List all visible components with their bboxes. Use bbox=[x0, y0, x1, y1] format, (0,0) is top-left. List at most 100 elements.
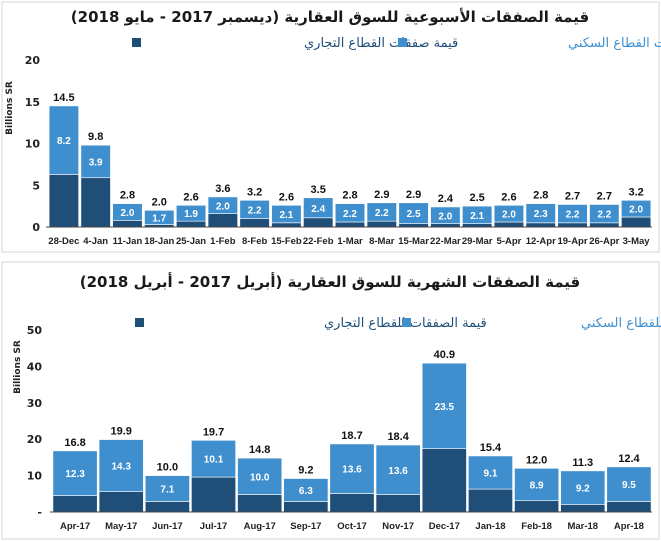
monthly-total-label: 15.4 bbox=[480, 442, 502, 454]
monthly-residential-value-label: 7.1 bbox=[160, 485, 174, 496]
monthly-bar-commercial bbox=[421, 448, 467, 513]
weekly-x-tick-label: 1-Mar bbox=[337, 236, 363, 247]
monthly-legend-residential-swatch bbox=[402, 318, 411, 327]
weekly-legend-residential-label: قيمة صفقات القطاع السكني bbox=[568, 36, 661, 51]
monthly-y-axis-label: Billions SR bbox=[13, 340, 23, 394]
monthly-x-tick-label: Apr-17 bbox=[60, 521, 90, 532]
monthly-y-ticks: - 10 20 30 40 50 bbox=[27, 324, 43, 519]
weekly-bars: 8.2 14.5 28-Dec 3.9 9.8 4-Jan 2.0 2.8 11-Jan 1.7 2… bbox=[48, 92, 652, 247]
weekly-x-tick-label: 15-Feb bbox=[271, 236, 302, 247]
monthly-bar-commercial bbox=[468, 488, 513, 513]
weekly-bar-commercial bbox=[366, 220, 397, 228]
weekly-bar-residential bbox=[144, 210, 175, 225]
monthly-x-tick-label: Jan-18 bbox=[475, 521, 505, 532]
monthly-total-label: 18.4 bbox=[387, 431, 409, 443]
weekly-bar-commercial bbox=[525, 222, 556, 228]
weekly-residential-value-label: 3.9 bbox=[89, 157, 103, 168]
weekly-bar-commercial bbox=[589, 222, 620, 228]
weekly-x-tick-label: 8-Mar bbox=[369, 236, 395, 247]
weekly-bar-residential bbox=[48, 105, 79, 175]
weekly-residential-value-label: 8.2 bbox=[57, 136, 71, 147]
weekly-residential-value-label: 2.2 bbox=[343, 209, 357, 220]
weekly-x-tick-label: 28-Dec bbox=[48, 236, 79, 247]
monthly-bar-residential bbox=[560, 470, 606, 505]
monthly-residential-value-label: 10.0 bbox=[250, 472, 270, 483]
weekly-x-tick-label: 3-May bbox=[623, 236, 651, 247]
weekly-legend-commercial-label: قيمة صفقات القطاع التجاري bbox=[304, 36, 458, 51]
monthly-x-tick-label: Mar-18 bbox=[567, 521, 598, 532]
monthly-x-tick-label: Sep-17 bbox=[290, 521, 321, 532]
weekly-total-label: 14.5 bbox=[53, 92, 74, 104]
weekly-residential-value-label: 2.5 bbox=[407, 209, 421, 220]
weekly-x-tick-label: 22-Feb bbox=[303, 236, 334, 247]
monthly-bar-commercial bbox=[514, 500, 560, 513]
monthly-x-tick-label: Jul-17 bbox=[200, 521, 227, 532]
monthly-residential-value-label: 8.9 bbox=[530, 481, 544, 492]
weekly-bar-residential bbox=[239, 199, 270, 219]
weekly-residential-value-label: 2.3 bbox=[534, 209, 548, 220]
weekly-total-label: 2.6 bbox=[501, 191, 516, 203]
monthly-residential-value-label: 6.3 bbox=[299, 486, 313, 497]
monthly-residential-value-label: 9.1 bbox=[484, 469, 498, 480]
monthly-bar-residential bbox=[144, 475, 190, 502]
monthly-total-label: 12.4 bbox=[618, 453, 640, 465]
weekly-residential-value-label: 2.4 bbox=[311, 204, 325, 215]
weekly-total-label: 2.9 bbox=[406, 189, 421, 201]
weekly-residential-value-label: 2.2 bbox=[597, 210, 611, 221]
monthly-y-tick-label: 10 bbox=[27, 470, 43, 483]
weekly-x-tick-label: 19-Apr bbox=[557, 236, 587, 247]
weekly-bar-residential bbox=[557, 204, 588, 224]
monthly-residential-value-label: 14.3 bbox=[111, 462, 131, 473]
weekly-residential-value-label: 2.2 bbox=[248, 205, 262, 216]
weekly-y-tick-label: 0 bbox=[32, 221, 40, 234]
weekly-bar-residential bbox=[303, 197, 334, 219]
monthly-bar-residential bbox=[283, 478, 329, 502]
monthly-y-tick-label: 50 bbox=[27, 324, 43, 337]
weekly-legend-commercial-swatch bbox=[132, 38, 141, 47]
weekly-x-tick-label: 15-Mar bbox=[398, 236, 429, 247]
monthly-y-tick-label: 20 bbox=[27, 433, 43, 446]
weekly-y-tick-label: 5 bbox=[32, 179, 40, 192]
monthly-total-label: 19.9 bbox=[111, 426, 132, 438]
weekly-residential-value-label: 2.0 bbox=[438, 211, 452, 222]
weekly-bar-residential bbox=[207, 196, 238, 214]
monthly-residential-value-label: 23.5 bbox=[435, 402, 455, 413]
weekly-x-tick-label: 8-Feb bbox=[242, 236, 268, 247]
monthly-x-tick-label: Apr-18 bbox=[614, 521, 644, 532]
weekly-total-label: 3.5 bbox=[311, 184, 326, 196]
weekly-residential-value-label: 2.0 bbox=[121, 208, 135, 219]
monthly-bar-residential bbox=[421, 362, 467, 449]
weekly-bar-residential bbox=[462, 205, 493, 224]
monthly-y-tick-label: 30 bbox=[27, 397, 43, 410]
monthly-total-label: 16.8 bbox=[64, 437, 85, 449]
weekly-panel-frame bbox=[1, 1, 660, 253]
monthly-chart-title: قيمة الصفقات الشهرية للسوق العقارية (أبر… bbox=[80, 272, 581, 291]
weekly-bar-commercial bbox=[621, 216, 652, 228]
monthly-total-label: 12.0 bbox=[526, 454, 547, 466]
monthly-legend: قيمة الصفقات للقطاع التجاري قيمة الصفقات… bbox=[135, 316, 661, 331]
weekly-bar-commercial bbox=[80, 177, 111, 228]
weekly-total-label: 2.6 bbox=[183, 191, 198, 203]
weekly-bar-residential bbox=[589, 204, 620, 224]
monthly-x-tick-label: Dec-17 bbox=[429, 521, 460, 532]
weekly-y-tick-label: 15 bbox=[25, 96, 40, 109]
weekly-total-label: 2.5 bbox=[470, 192, 485, 204]
monthly-legend-residential-label: قيمة الصفقات للقطاع السكني bbox=[581, 316, 661, 331]
monthly-bar-commercial bbox=[237, 494, 283, 513]
monthly-x-tick-label: Jun-17 bbox=[152, 521, 183, 532]
weekly-bar-residential bbox=[430, 206, 461, 224]
weekly-residential-value-label: 2.1 bbox=[279, 210, 293, 221]
monthly-bar-residential bbox=[375, 444, 421, 495]
monthly-x-tick-label: May-17 bbox=[105, 521, 137, 532]
monthly-residential-value-label: 10.1 bbox=[204, 455, 224, 466]
monthly-total-label: 10.0 bbox=[157, 462, 178, 474]
monthly-bar-commercial bbox=[560, 504, 606, 513]
weekly-total-label: 3.2 bbox=[247, 186, 262, 198]
weekly-total-label: 2.9 bbox=[374, 189, 389, 201]
weekly-x-tick-label: 12-Apr bbox=[526, 236, 556, 247]
weekly-x-tick-label: 5-Apr bbox=[497, 236, 522, 247]
weekly-residential-value-label: 2.2 bbox=[566, 210, 580, 221]
weekly-total-label: 3.6 bbox=[215, 183, 230, 195]
weekly-total-label: 2.7 bbox=[597, 190, 612, 202]
weekly-x-tick-label: 25-Jan bbox=[176, 236, 206, 247]
